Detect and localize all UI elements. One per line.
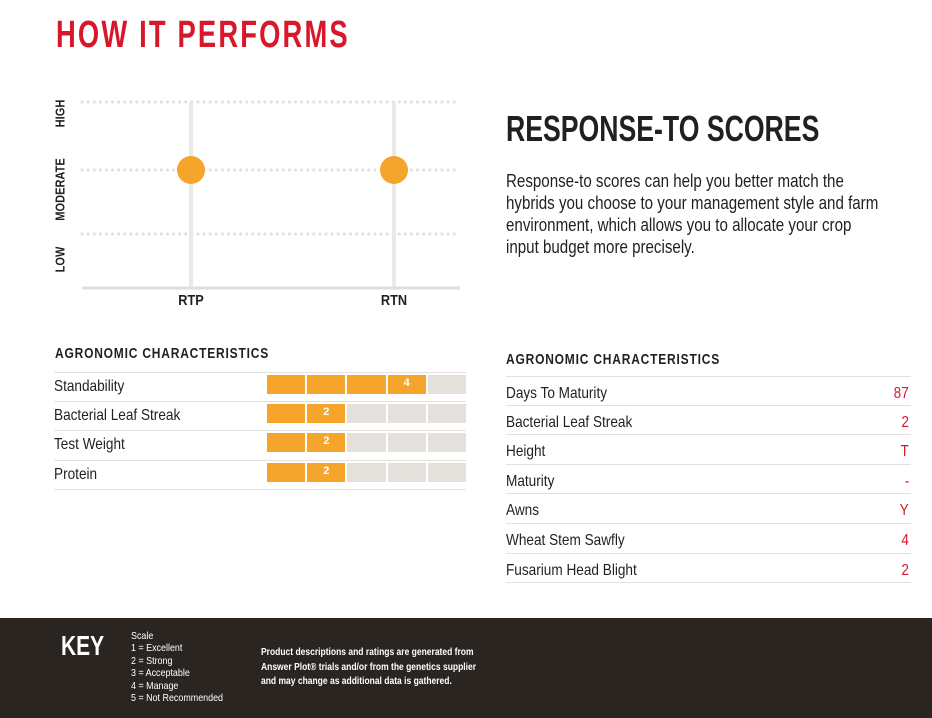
rating-bar: 2: [267, 433, 467, 452]
page-title: HOW IT PERFORMS: [56, 14, 350, 56]
characteristic-value: 87: [893, 385, 909, 402]
characteristic-row: Fusarium Head Blight 2: [506, 554, 911, 584]
rating-row: Test Weight 2: [54, 431, 467, 461]
key-title: KEY: [61, 630, 105, 661]
rating-value: 2: [323, 464, 330, 477]
characteristic-label: Maturity: [506, 472, 555, 490]
response-to-chart-svg: [80, 100, 462, 290]
y-tick-label: MODERATE: [52, 158, 68, 221]
characteristic-row: Wheat Stem Sawfly 4: [506, 524, 911, 554]
key-scale-line: 1 = Excellent: [131, 642, 183, 655]
description-line: input budget more precisely.: [506, 237, 695, 257]
rating-cell-empty: [347, 403, 386, 423]
rating-cell-filled: [267, 433, 306, 452]
key-scale-line: Scale: [131, 630, 154, 642]
key-footer: KEY Scale 1 = Excellent 2 = Strong 3 = A…: [0, 618, 932, 718]
rating-cell-empty: [347, 462, 386, 482]
rating-cell-filled: [267, 403, 306, 423]
rating-cell-empty: [387, 403, 426, 423]
rating-row: Standability 4: [54, 372, 467, 402]
characteristic-label: Height: [506, 443, 546, 461]
key-disclaimer: Product descriptions and ratings are gen…: [261, 646, 531, 690]
rating-cell-empty: [427, 462, 467, 482]
x-tick-label: RTN: [380, 292, 408, 309]
characteristic-row: Awns Y: [506, 494, 911, 524]
key-scale-line: 5 = Not Recommended: [131, 692, 224, 705]
key-scale-line: 4 = Manage: [131, 679, 179, 692]
characteristic-row: Height T: [506, 435, 911, 465]
rating-label: Standability: [54, 378, 125, 395]
disclaimer-line: Product descriptions and ratings are gen…: [261, 647, 474, 658]
right-agronomic-heading: AGRONOMIC CHARACTERISTICS: [506, 351, 720, 368]
characteristic-value: 2: [901, 561, 909, 579]
rating-cell-empty: [427, 375, 467, 394]
characteristic-label: Wheat Stem Sawfly: [506, 531, 625, 549]
rating-cell-filled: [267, 462, 306, 482]
rating-cell-filled: [267, 375, 306, 394]
description-line: Response-to scores can help you better m…: [506, 171, 844, 191]
rating-cell-empty: [427, 403, 467, 423]
disclaimer-line: Answer Plot® trials and/or from the gene…: [261, 661, 477, 673]
characteristic-label: Fusarium Head Blight: [506, 561, 637, 579]
rating-bar: 2: [267, 462, 467, 482]
characteristic-label: Bacterial Leaf Streak: [506, 413, 633, 431]
rating-value: 2: [323, 405, 330, 418]
rating-cell-empty: [347, 433, 386, 452]
y-tick-label: LOW: [52, 246, 68, 273]
key-scale-list: Scale 1 = Excellent 2 = Strong 3 = Accep…: [131, 630, 239, 704]
x-tick-label: RTP: [178, 292, 204, 309]
rating-cell-filled: [307, 375, 346, 394]
response-to-chart: LOW MODERATE HIGH RTP RTN: [40, 90, 470, 320]
characteristic-value: Y: [899, 502, 909, 520]
characteristic-value: 2: [901, 413, 909, 431]
rating-row: Protein 2: [54, 461, 467, 490]
rating-label: Protein: [54, 465, 98, 483]
rating-cell-filled: 2: [307, 433, 346, 452]
characteristic-row: Bacterial Leaf Streak 2: [506, 406, 911, 436]
data-point: [380, 156, 408, 184]
characteristic-row: Maturity -: [506, 465, 911, 495]
rating-cell-filled: 2: [307, 403, 346, 423]
disclaimer-line: and may change as additional data is gat…: [261, 676, 452, 687]
key-scale-line: 2 = Strong: [131, 654, 173, 667]
description-line: hybrids you choose to your management st…: [506, 193, 879, 213]
rating-label: Test Weight: [54, 436, 125, 453]
rating-cell-empty: [427, 433, 467, 452]
characteristic-row: Days To Maturity 87: [506, 376, 911, 406]
characteristic-value: -: [904, 472, 909, 490]
rating-label: Bacterial Leaf Streak: [54, 406, 181, 424]
rating-value: 4: [403, 377, 410, 389]
rating-row: Bacterial Leaf Streak 2: [54, 402, 467, 431]
characteristic-label: Awns: [506, 502, 540, 520]
response-to-description: Response-to scores can help you better m…: [506, 170, 901, 258]
rating-cell-empty: [387, 462, 426, 482]
rating-value: 2: [323, 435, 330, 447]
description-line: environment, which allows you to allocat…: [506, 215, 852, 235]
key-scale-line: 3 = Acceptable: [131, 667, 190, 680]
characteristic-label: Days To Maturity: [506, 385, 608, 402]
left-agronomic-heading: AGRONOMIC CHARACTERISTICS: [55, 345, 269, 362]
response-to-heading: RESPONSE-TO SCORES: [506, 108, 820, 149]
characteristic-value: 4: [901, 531, 909, 549]
rating-bar: 2: [267, 403, 467, 423]
rating-cell-empty: [387, 433, 426, 452]
y-tick-label: HIGH: [52, 99, 68, 128]
agronomic-value-table: Days To Maturity 87 Bacterial Leaf Streak 2…: [506, 376, 911, 584]
rating-cell-filled: [347, 375, 386, 394]
rating-cell-filled: 2: [307, 462, 346, 482]
data-point: [177, 156, 205, 184]
rating-cell-filled: 4: [387, 375, 426, 394]
agronomic-rating-table: Standability 4 Bacterial Leaf Streak 2 Test …: [54, 372, 467, 490]
characteristic-value: T: [900, 443, 909, 461]
rating-bar: 4: [267, 375, 467, 394]
